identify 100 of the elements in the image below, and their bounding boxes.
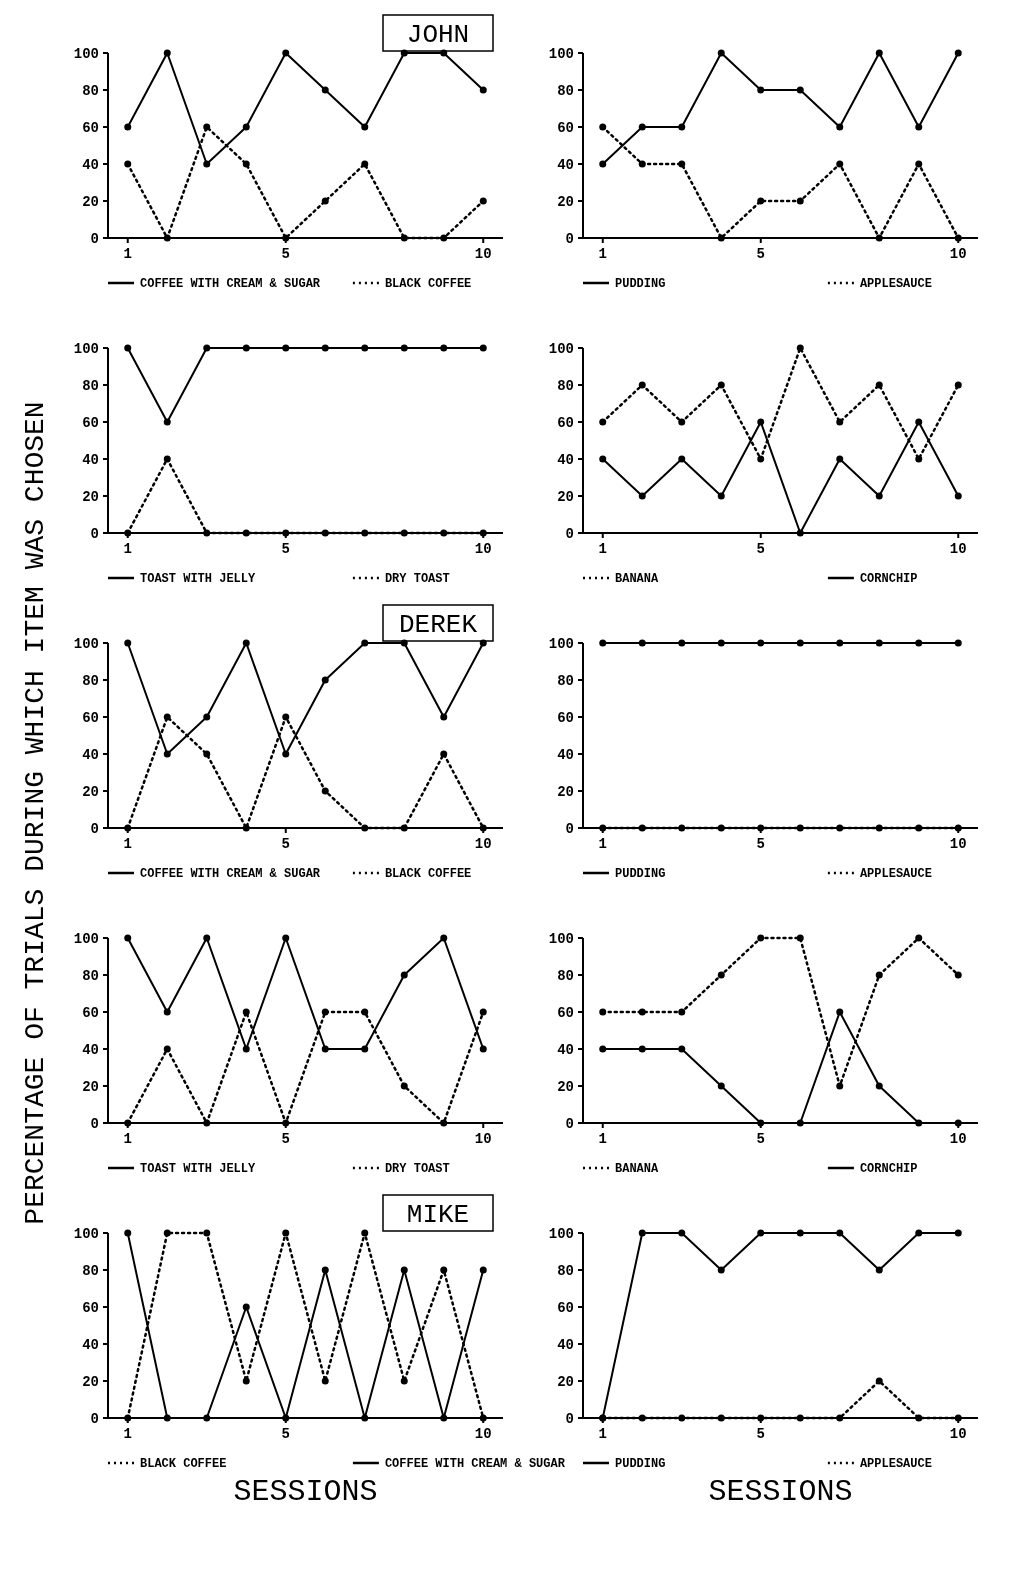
x-tick-label: 1 [598,246,607,262]
legend-label: BLACK COFFEE [384,867,472,882]
y-tick-label: 80 [82,1262,99,1279]
y-tick-label: 100 [548,340,574,357]
y-tick-label: 60 [82,1299,99,1316]
y-tick-label: 0 [565,1410,574,1427]
x-tick-label: 1 [123,246,132,262]
x-tick-label: 5 [281,836,290,852]
x-tick-label: 10 [949,541,967,557]
y-tick-label: 60 [557,1299,574,1316]
y-tick-label: 40 [557,746,574,763]
y-tick-label: 80 [82,672,99,689]
y-tick-label: 60 [557,119,574,136]
y-tick-label: 40 [557,1336,574,1353]
y-tick-label: 100 [73,45,99,62]
legend-label: APPLESAUCE [859,277,932,292]
x-tick-label: 10 [474,1426,492,1442]
y-tick-label: 60 [82,1004,99,1021]
legend-label: PUDDING [615,867,666,882]
y-tick-label: 100 [73,635,99,652]
x-tick-label: 5 [756,1131,765,1147]
y-tick-label: 80 [557,967,574,984]
legend-label: BANANA [615,1162,660,1177]
y-tick-label: 80 [557,377,574,394]
y-tick-label: 80 [82,967,99,984]
legend-label: BLACK COFFEE [384,277,472,292]
y-tick-label: 0 [90,1410,99,1427]
x-tick-label: 10 [474,836,492,852]
y-tick-label: 80 [557,672,574,689]
y-tick-label: 100 [548,930,574,947]
y-tick-label: 60 [557,1004,574,1021]
x-tick-label: 10 [474,246,492,262]
y-tick-label: 80 [82,377,99,394]
y-tick-label: 40 [557,156,574,173]
x-tick-label: 1 [123,836,132,852]
x-tick-label: 5 [756,1426,765,1442]
x-tick-label: 1 [598,836,607,852]
y-tick-label: 0 [565,1115,574,1132]
y-tick-label: 20 [557,193,574,210]
x-tick-label: 1 [123,1131,132,1147]
y-tick-label: 0 [565,525,574,542]
y-tick-label: 20 [557,488,574,505]
x-tick-label: 1 [598,1131,607,1147]
legend-label: APPLESAUCE [859,867,932,882]
legend-label: CORNCHIP [859,1162,918,1177]
x-tick-label: 5 [756,541,765,557]
legend-label: COFFEE WITH CREAM & SUGAR [140,277,321,292]
y-tick-label: 0 [90,820,99,837]
y-tick-label: 60 [82,709,99,726]
legend-label: BLACK COFFEE [140,1457,227,1472]
y-tick-label: 0 [90,230,99,247]
legend-label: COFFEE WITH CREAM & SUGAR [140,867,321,882]
x-tick-label: 5 [281,1426,290,1442]
y-tick-label: 100 [73,930,99,947]
y-tick-label: 40 [82,1336,99,1353]
y-tick-label: 0 [565,820,574,837]
legend-label: TOAST WITH JELLY [140,572,257,587]
y-tick-label: 80 [557,1262,574,1279]
chart-title: MIKE [406,1200,470,1230]
y-tick-label: 40 [557,451,574,468]
x-tick-label: 10 [474,541,492,557]
y-tick-label: 20 [82,488,99,505]
x-tick-label: 1 [123,1426,132,1442]
chart-title: JOHN [406,20,470,50]
y-tick-label: 20 [82,193,99,210]
y-tick-label: 40 [82,451,99,468]
y-tick-label: 40 [557,1041,574,1058]
x-tick-label: 10 [949,1426,967,1442]
x-tick-label: 10 [949,246,967,262]
x-tick-label: 10 [949,1131,967,1147]
legend-label: DRY TOAST [384,572,450,587]
y-tick-label: 80 [557,82,574,99]
y-tick-label: 100 [73,1225,99,1242]
y-tick-label: 40 [82,1041,99,1058]
x-tick-label: 1 [123,541,132,557]
y-tick-label: 60 [557,414,574,431]
x-tick-label: 5 [756,246,765,262]
x-tick-label: 10 [474,1131,492,1147]
y-tick-label: 20 [557,783,574,800]
y-tick-label: 20 [557,1373,574,1390]
y-tick-label: 0 [565,230,574,247]
y-tick-label: 80 [82,82,99,99]
x-tick-label: 5 [281,1131,290,1147]
y-tick-label: 60 [557,709,574,726]
y-tick-label: 0 [90,525,99,542]
legend-label: APPLESAUCE [859,1457,932,1472]
x-axis-title: SESSIONS [708,1475,853,1509]
y-tick-label: 60 [82,119,99,136]
y-tick-label: 60 [82,414,99,431]
y-axis-title: PERCENTAGE OF TRIALS DURING WHICH ITEM WAS CHOSEN [20,401,51,1225]
y-tick-label: 20 [557,1078,574,1095]
y-tick-label: 20 [82,783,99,800]
chart-title: DEREK [398,610,478,640]
x-tick-label: 5 [756,836,765,852]
legend-label: TOAST WITH JELLY [140,1162,257,1177]
y-tick-label: 20 [82,1373,99,1390]
legend-label: PUDDING [615,1457,666,1472]
legend-label: DRY TOAST [384,1162,450,1177]
y-tick-label: 20 [82,1078,99,1095]
y-tick-label: 100 [548,45,574,62]
